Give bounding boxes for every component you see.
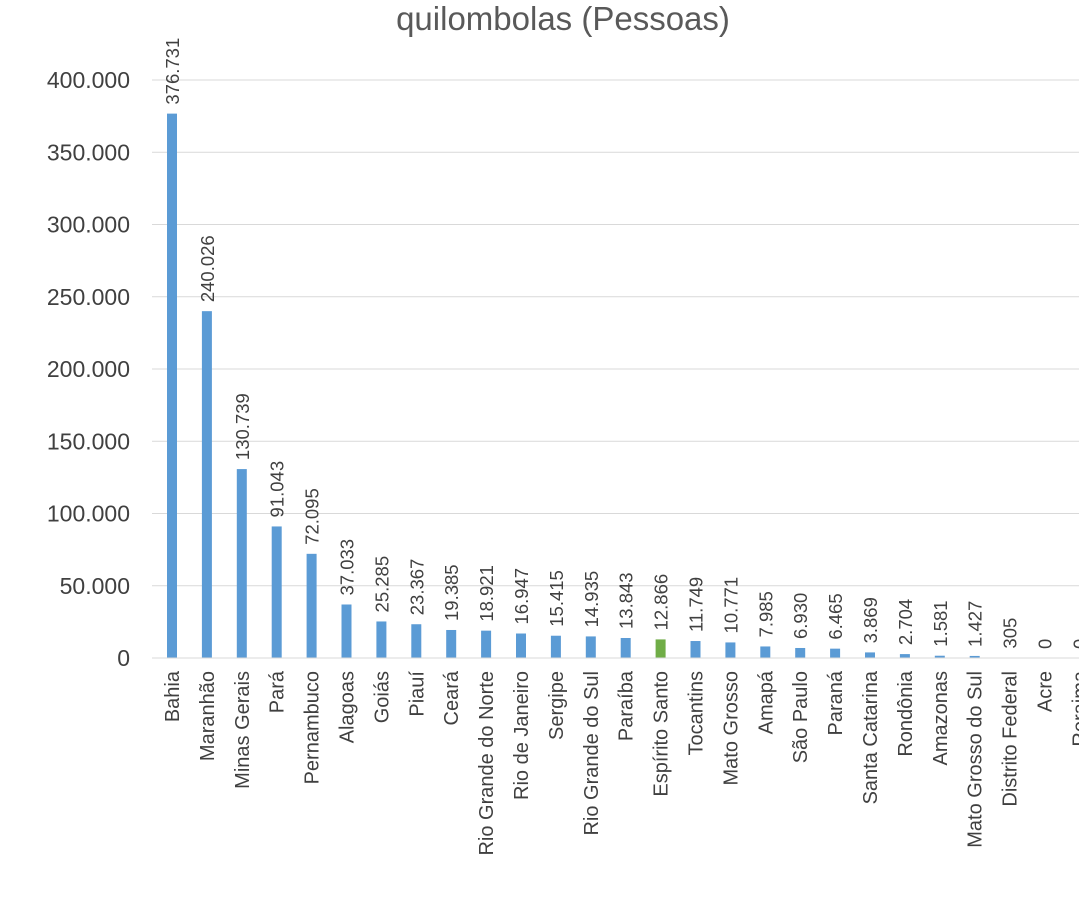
bar — [969, 655, 980, 658]
bar — [516, 633, 526, 658]
bar — [725, 642, 736, 658]
category-label: Espírito Santo — [651, 671, 673, 797]
bar — [865, 652, 875, 658]
bar — [899, 654, 910, 658]
data-label: 91.043 — [267, 461, 288, 518]
category-label: Minas Gerais — [232, 671, 254, 789]
category-label: Pernambuco — [302, 671, 324, 784]
data-label: 130.739 — [232, 393, 253, 460]
category-label: Piauí — [406, 671, 428, 717]
data-label: 15.415 — [546, 570, 567, 627]
data-label: 6.930 — [790, 593, 811, 639]
gridlines — [152, 79, 1079, 587]
data-label: 1.427 — [965, 601, 986, 647]
data-label: 6.465 — [825, 593, 846, 639]
data-label: 0 — [1035, 639, 1056, 649]
bar — [167, 113, 177, 658]
bar — [760, 646, 771, 658]
y-tick-label: 200.000 — [47, 356, 130, 382]
y-tick-label: 100.000 — [47, 501, 130, 527]
data-label: 18.921 — [476, 565, 497, 622]
category-label: Ceará — [441, 670, 463, 725]
category-label: Sergipe — [546, 671, 568, 740]
data-label: 3.869 — [860, 597, 881, 643]
bar — [830, 648, 841, 658]
bar — [376, 621, 387, 658]
bar — [690, 641, 701, 658]
category-label: Bahia — [162, 670, 184, 722]
bar — [236, 469, 247, 658]
bar — [446, 629, 457, 658]
data-label: 1.581 — [930, 600, 951, 646]
data-label: 376.731 — [162, 38, 183, 105]
y-tick-label: 350.000 — [47, 139, 130, 165]
data-label: 12.866 — [651, 574, 672, 631]
data-label: 10.771 — [720, 577, 741, 634]
data-label: 0 — [1069, 639, 1079, 649]
data-label: 72.095 — [302, 488, 323, 545]
data-label: 13.843 — [616, 572, 637, 629]
data-labels: 376.731 240.026 130.739 91.043 72.095 37.033 2… — [162, 38, 1079, 649]
y-tick-label: 0 — [117, 645, 130, 671]
data-label: 14.935 — [581, 571, 602, 628]
chart-title: quilombolas (Pessoas) — [396, 0, 730, 37]
data-label: 11.749 — [686, 577, 707, 632]
category-label: Maranhão — [197, 671, 219, 761]
data-label: 19.385 — [441, 564, 462, 621]
bar — [620, 637, 631, 658]
y-tick-label: 50.000 — [60, 573, 130, 599]
bar — [481, 630, 492, 658]
category-label: Alagoas — [337, 671, 359, 743]
category-label: Mato Grosso — [720, 671, 742, 785]
bar — [306, 553, 317, 658]
bar — [411, 624, 422, 658]
category-label: Amazonas — [930, 671, 952, 766]
y-axis-tick-labels: 0 50.000 100.000 150.000 200.000 250.000 300.0… — [47, 67, 130, 671]
category-label: Tocantins — [686, 671, 708, 756]
data-label: 7.985 — [755, 591, 776, 637]
bar — [795, 647, 806, 658]
y-tick-label: 150.000 — [47, 428, 130, 454]
bar — [585, 636, 596, 658]
bar — [341, 604, 352, 658]
category-label: Paraíba — [616, 670, 638, 741]
x-axis-category-labels: Bahia Maranhão Minas Gerais Pará Pernambuco A… — [162, 670, 1079, 855]
bar — [655, 639, 666, 658]
bar — [934, 655, 945, 658]
data-label: 16.947 — [511, 568, 532, 625]
category-label: São Paulo — [790, 671, 812, 763]
bar — [550, 635, 561, 658]
category-label: Mato Grosso do Sul — [965, 671, 987, 848]
category-label: Paraná — [825, 670, 847, 735]
category-label: Rondônia — [895, 670, 917, 757]
category-label: Acre — [1035, 671, 1057, 712]
data-label: 37.033 — [337, 539, 358, 596]
data-label: 305 — [1000, 618, 1021, 649]
category-label: Distrito Federal — [1000, 671, 1022, 807]
category-label: Goiás — [371, 671, 393, 723]
y-tick-label: 400.000 — [47, 67, 130, 93]
category-label: Rio de Janeiro — [511, 671, 533, 800]
data-label: 25.285 — [371, 556, 392, 613]
data-label: 240.026 — [197, 235, 218, 302]
category-label: Roraima — [1069, 670, 1079, 746]
data-label: 23.367 — [406, 559, 427, 616]
category-label: Pará — [267, 670, 289, 713]
category-label: Rio Grande do Sul — [581, 671, 603, 836]
data-label: 2.704 — [895, 599, 916, 645]
y-tick-label: 300.000 — [47, 212, 130, 238]
bar — [271, 526, 282, 658]
category-label: Rio Grande do Norte — [476, 671, 498, 856]
y-tick-label: 250.000 — [47, 284, 130, 310]
bar — [201, 311, 212, 658]
category-label: Santa Catarina — [860, 670, 882, 804]
category-label: Amapá — [755, 670, 777, 734]
bars — [167, 113, 1015, 658]
